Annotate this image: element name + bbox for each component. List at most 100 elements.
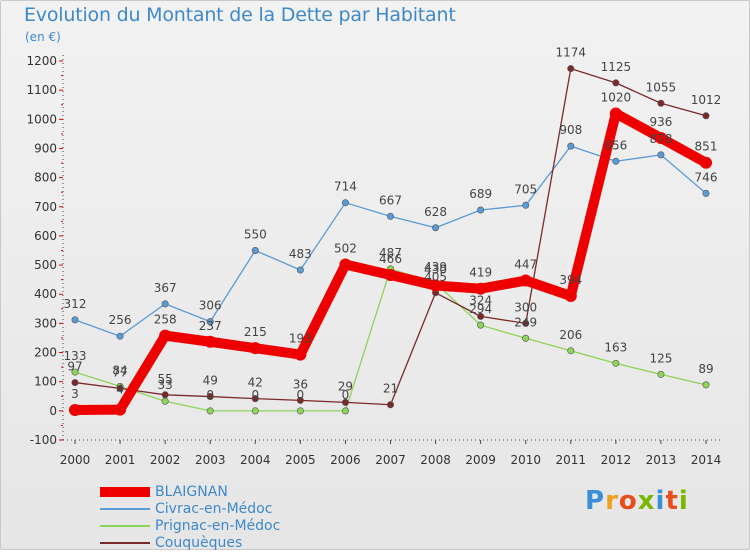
data-point (251, 395, 259, 403)
x-tick-label: 2002 (150, 453, 181, 467)
data-label: 0 (206, 388, 214, 402)
data-point (69, 403, 81, 416)
x-tick-label: 2005 (285, 453, 316, 467)
x-tick-label: 2004 (240, 453, 271, 467)
data-label: 746 (695, 170, 718, 184)
data-point (657, 151, 665, 159)
data-label: 667 (379, 193, 402, 207)
data-label: 300 (514, 300, 537, 314)
data-point (296, 396, 304, 404)
data-point (116, 384, 124, 392)
legend-swatch (100, 542, 150, 544)
legend-swatch (100, 508, 150, 510)
y-tick-label: 1100 (26, 83, 57, 97)
y-tick-label: 500 (34, 258, 57, 272)
data-point (700, 156, 712, 169)
data-point (341, 398, 349, 406)
data-label: 705 (514, 182, 537, 196)
data-label: 249 (514, 315, 537, 329)
x-tick-label: 2013 (646, 453, 677, 467)
data-point (251, 407, 259, 415)
y-tick-label: 400 (34, 287, 57, 301)
x-tick-label: 2007 (375, 453, 406, 467)
data-label: 550 (244, 228, 267, 242)
data-label: 430 (424, 262, 447, 276)
y-tick-label: 800 (34, 171, 57, 185)
x-tick-label: 2006 (330, 453, 361, 467)
data-point (432, 224, 440, 232)
data-label: 439 (424, 260, 447, 274)
data-point (204, 335, 217, 348)
data-label: 33 (158, 378, 173, 392)
data-point (519, 274, 532, 287)
data-point (341, 199, 349, 207)
data-point (384, 268, 397, 281)
data-point (657, 99, 665, 107)
data-point (161, 300, 169, 308)
legend-swatch (100, 487, 150, 497)
data-label: 483 (289, 247, 312, 261)
data-point (159, 329, 172, 342)
y-tick-label: -100 (30, 433, 57, 447)
data-label: 1012 (691, 93, 722, 107)
data-label: 878 (649, 132, 672, 146)
x-tick-label: 2012 (601, 453, 632, 467)
data-label: 193 (289, 332, 312, 346)
data-point (206, 393, 214, 401)
data-point (522, 334, 530, 342)
data-label: 0 (297, 388, 305, 402)
y-tick-label: 200 (34, 346, 57, 360)
data-point (702, 189, 710, 197)
data-label: 936 (649, 115, 672, 129)
data-label: 1174 (556, 46, 587, 60)
y-tick-label: 600 (34, 229, 57, 243)
x-tick-label: 2014 (691, 453, 722, 467)
chart-title: Evolution du Montant de la Dette par Hab… (24, 4, 456, 26)
data-point (612, 157, 620, 165)
data-label: 77 (112, 365, 127, 379)
data-point (71, 316, 79, 324)
data-label: 294 (469, 302, 492, 316)
data-point (296, 266, 304, 274)
data-label: 4 (116, 383, 124, 397)
data-point (567, 347, 575, 355)
legend-swatch (100, 525, 150, 527)
data-label: 163 (604, 340, 627, 354)
data-point (71, 379, 79, 387)
data-point (429, 279, 442, 292)
data-label: 206 (559, 328, 582, 342)
data-label: 908 (559, 123, 582, 137)
data-label: 714 (334, 180, 357, 194)
data-label: 49 (203, 374, 218, 388)
data-point (477, 321, 485, 329)
legend-label: BLAIGNAN (155, 484, 228, 500)
data-label: 0 (342, 388, 350, 402)
data-point (609, 107, 622, 120)
data-label: 89 (698, 362, 713, 376)
data-point (567, 65, 575, 73)
data-label: 405 (424, 270, 447, 284)
data-label: 36 (293, 377, 308, 391)
data-point (296, 407, 304, 415)
data-label: 55 (158, 372, 173, 386)
x-tick-label: 2001 (105, 453, 136, 467)
x-tick-label: 2011 (556, 453, 587, 467)
data-label: 324 (469, 293, 492, 307)
data-label: 84 (112, 363, 127, 377)
data-label: 258 (154, 313, 177, 327)
y-tick-label: 100 (34, 375, 57, 389)
data-point (206, 407, 214, 415)
x-tick-label: 2003 (195, 453, 226, 467)
x-tick-label: 2008 (420, 453, 451, 467)
data-label: 394 (559, 273, 582, 287)
data-label: 306 (199, 299, 222, 313)
data-point (161, 397, 169, 405)
data-point (474, 282, 487, 295)
data-label: 447 (514, 258, 537, 272)
data-point (294, 348, 307, 361)
data-point (702, 112, 710, 120)
legend-label: Couquèques (155, 535, 243, 551)
data-point (341, 407, 349, 415)
data-label: 0 (251, 388, 259, 402)
